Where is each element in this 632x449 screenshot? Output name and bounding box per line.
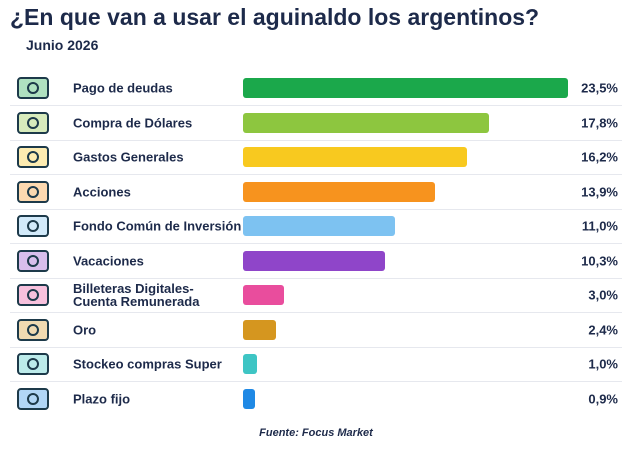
row-separator [10,312,622,314]
bar [243,250,386,271]
row-icon [14,317,52,343]
category-label: Oro [73,322,97,337]
bar [243,285,285,305]
category-label: Fondo Común de Inversión [73,218,242,234]
row-icon [14,248,52,274]
row-icon [14,282,52,308]
category-label: Acciones [73,184,131,199]
category-label: Compra de Dólares [73,115,193,130]
value-label: 11,0% [581,218,618,234]
bar [243,78,568,98]
row-separator [10,139,622,141]
row-icon [14,179,52,205]
value-label: 16,2% [581,149,618,165]
row-separator [10,208,622,210]
value-label: 23,5% [581,80,618,96]
value-label: 2,4% [588,322,618,337]
bar [243,181,436,202]
row-icon [14,386,52,412]
category-label: Billeteras Digitales- Cuenta Remunerada [73,281,200,309]
row-separator [10,243,622,245]
category-label: Stockeo compras Super [73,356,222,372]
value-label: 1,0% [588,356,618,372]
row-separator [10,174,622,176]
bar [243,112,490,133]
category-label: Vacaciones [73,253,144,268]
category-label: Gastos Generales [73,149,184,165]
row-separator [10,381,622,383]
chart-title: ¿En que van a usar el aguinaldo los arge… [10,4,540,30]
category-label: Plazo fijo [73,391,131,406]
row-separator [10,277,622,279]
row-icon [14,351,52,377]
bar [243,388,256,409]
bar [243,319,277,340]
value-label: 17,8% [581,115,618,130]
bar [243,354,257,374]
bar [243,147,468,167]
source-note: Fuente: Focus Market [259,427,373,439]
row-icon [14,110,52,136]
row-icon [14,75,52,101]
chart-subtitle: Junio 2026 [26,37,99,53]
value-label: 13,9% [581,184,618,199]
row-icon [14,144,52,170]
bar [243,216,396,236]
category-label: Pago de deudas [73,80,173,96]
value-label: 0,9% [588,391,618,406]
row-separator [10,105,622,107]
value-label: 10,3% [581,253,618,268]
row-icon [14,213,52,239]
row-separator [10,346,622,348]
value-label: 3,0% [588,287,618,303]
